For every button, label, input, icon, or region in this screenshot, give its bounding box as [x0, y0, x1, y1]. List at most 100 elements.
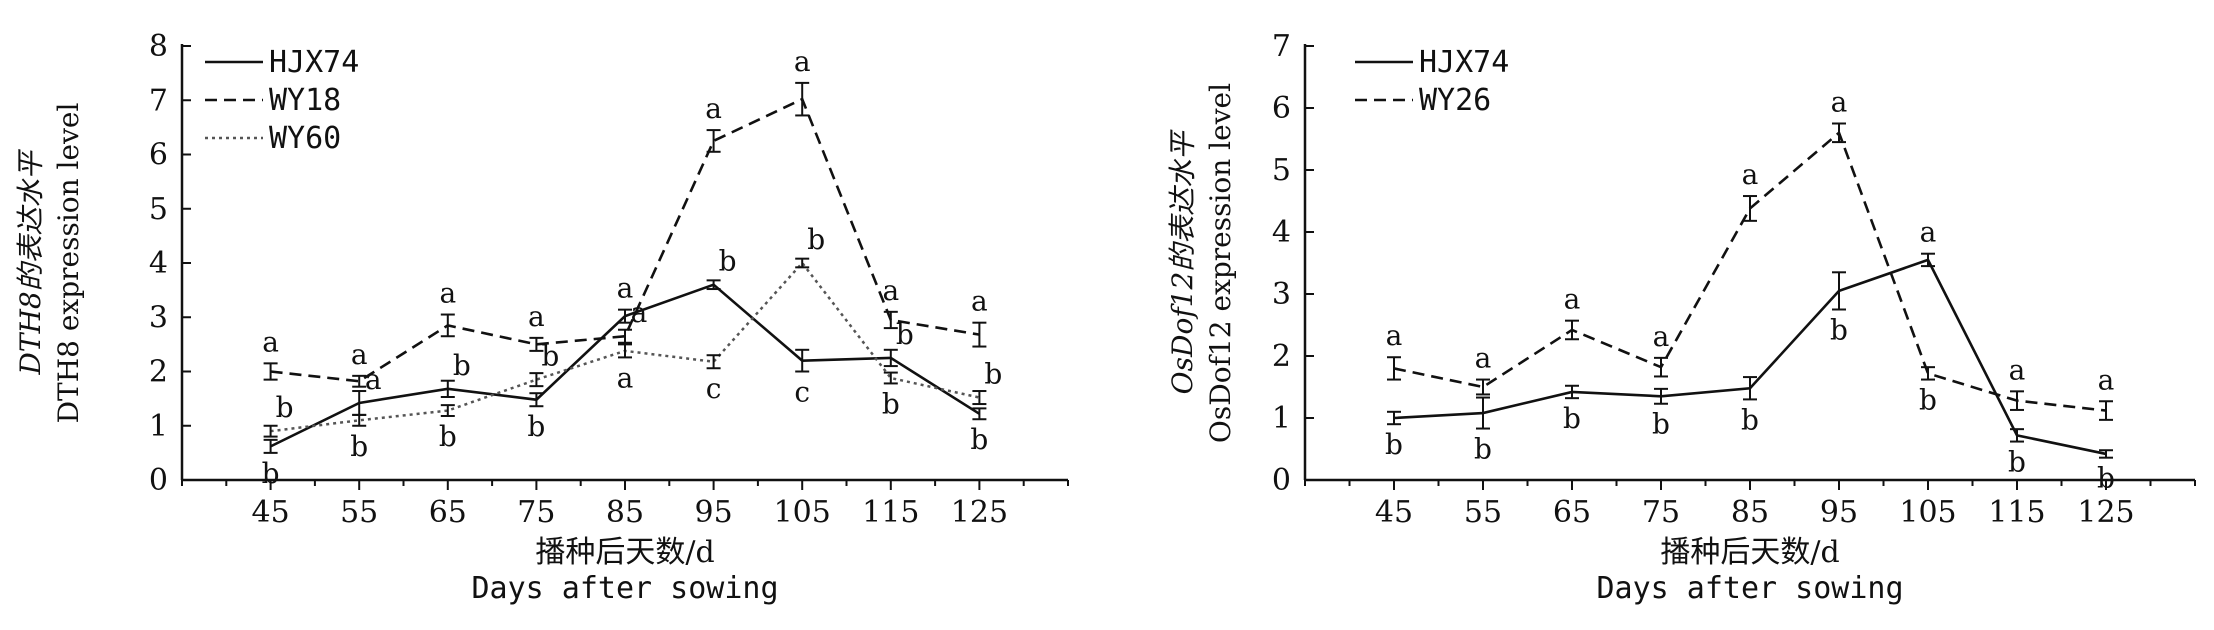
x-tick-label: 55: [1464, 495, 1502, 530]
significance-letter: b: [262, 457, 280, 490]
significance-letter: b: [2097, 462, 2115, 495]
y-tick-label: 6: [149, 138, 168, 173]
significance-letter: b: [1830, 314, 1848, 347]
x-tick-label: 105: [774, 495, 831, 530]
x-tick-label: 95: [695, 495, 733, 530]
y-tick-label: 7: [1272, 29, 1291, 64]
x-axis-label-cn: 播种后天数/d: [535, 535, 714, 570]
significance-letter: a: [1475, 342, 1492, 375]
y-tick-label: 1: [149, 409, 168, 444]
y-tick-label: 5: [1272, 153, 1291, 188]
series-hjx74: b b b b b b a b b: [1385, 216, 2115, 495]
x-tick-label: 115: [862, 495, 919, 530]
y-tick-label: 0: [149, 463, 168, 498]
significance-letter: a: [1653, 320, 1670, 353]
x-tick-label: 105: [1899, 495, 1956, 530]
x-tick-label: 65: [1553, 495, 1591, 530]
significance-letter: a: [1564, 283, 1581, 316]
legend-label: WY26: [1419, 83, 1491, 118]
significance-letter: a: [351, 338, 368, 371]
legend-label: WY18: [269, 83, 341, 118]
y-axis-label-en: OsDof12 expression level: [1204, 83, 1237, 443]
x-tick-label: 85: [1731, 495, 1769, 530]
significance-letter: a: [631, 296, 648, 329]
y-tick-label: 3: [149, 300, 168, 335]
series-wy26: a a a a a a b a a: [1386, 86, 2115, 421]
significance-letter: b: [453, 349, 471, 382]
significance-letter: a: [971, 285, 988, 318]
y-tick-label: 3: [1272, 277, 1291, 312]
significance-letter: a: [262, 325, 279, 358]
significance-letter: a: [617, 361, 634, 394]
significance-letter: b: [807, 223, 825, 256]
x-tick-label: 95: [1820, 495, 1858, 530]
significance-letter: b: [1741, 403, 1759, 436]
significance-letter: b: [1563, 402, 1581, 435]
y-tick-label: 7: [149, 83, 168, 118]
y-tick-label: 4: [1272, 215, 1291, 250]
significance-letter: a: [1831, 86, 1848, 119]
significance-letter: a: [2009, 353, 2026, 386]
x-tick-label: 65: [429, 495, 467, 530]
significance-letter: a: [705, 92, 722, 125]
significance-letter: b: [970, 423, 988, 456]
y-tick-label: 6: [1272, 91, 1291, 126]
x-tick-label: 125: [951, 495, 1008, 530]
significance-letter: a: [1386, 319, 1403, 352]
y-tick-label: 2: [149, 355, 168, 390]
significance-letter: b: [984, 358, 1002, 391]
significance-letter: a: [617, 272, 634, 305]
legend-label: HJX74: [269, 45, 359, 80]
y-axis-label-cn: DTH8的表达水平: [14, 148, 47, 375]
x-axis-label-cn: 播种后天数/d: [1660, 535, 1839, 570]
significance-letter: c: [794, 376, 810, 409]
y-axis-label-cn: OsDof12的表达水平: [1166, 129, 1199, 395]
legend-label: WY60: [269, 121, 341, 156]
x-tick-label: 115: [1988, 495, 2045, 530]
significance-letter: a: [439, 277, 456, 310]
y-axis-label-en: DTH8 expression level: [52, 103, 85, 424]
significance-letter: b: [276, 391, 294, 424]
significance-letter: a: [1920, 216, 1937, 249]
x-tick-label: 75: [1642, 495, 1680, 530]
legend-label: HJX74: [1419, 45, 1509, 80]
significance-letter: b: [1919, 384, 1937, 417]
significance-letter: b: [1652, 408, 1670, 441]
significance-letter: b: [882, 387, 900, 420]
series-line: [270, 97, 980, 383]
significance-letter: b: [896, 318, 914, 351]
significance-letter: a: [1742, 158, 1759, 191]
y-tick-label: 5: [149, 192, 168, 227]
significance-letter: b: [719, 245, 737, 278]
x-tick-label: 125: [2077, 495, 2134, 530]
y-tick-label: 0: [1272, 463, 1291, 498]
significance-letter: a: [882, 274, 899, 307]
y-tick-label: 4: [149, 246, 168, 281]
x-tick-label: 75: [517, 495, 555, 530]
significance-letter: b: [439, 420, 457, 453]
significance-letter: a: [794, 45, 811, 78]
y-tick-label: 8: [149, 29, 168, 64]
significance-letter: c: [706, 372, 722, 405]
x-tick-label: 85: [606, 495, 644, 530]
y-tick-label: 2: [1272, 339, 1291, 374]
significance-letter: b: [1385, 428, 1403, 461]
significance-letter: b: [350, 430, 368, 463]
significance-letter: b: [541, 340, 559, 373]
x-tick-label: 45: [1375, 495, 1413, 530]
significance-letter: b: [2008, 446, 2026, 479]
x-tick-label: 45: [252, 495, 290, 530]
significance-letter: a: [365, 363, 382, 396]
significance-letter: b: [527, 410, 545, 443]
significance-letter: a: [528, 300, 545, 333]
x-axis-label-en: Days after sowing: [1596, 571, 1903, 606]
significance-letter: a: [2098, 363, 2115, 396]
significance-letter: b: [1474, 433, 1492, 466]
y-tick-label: 1: [1272, 401, 1291, 436]
